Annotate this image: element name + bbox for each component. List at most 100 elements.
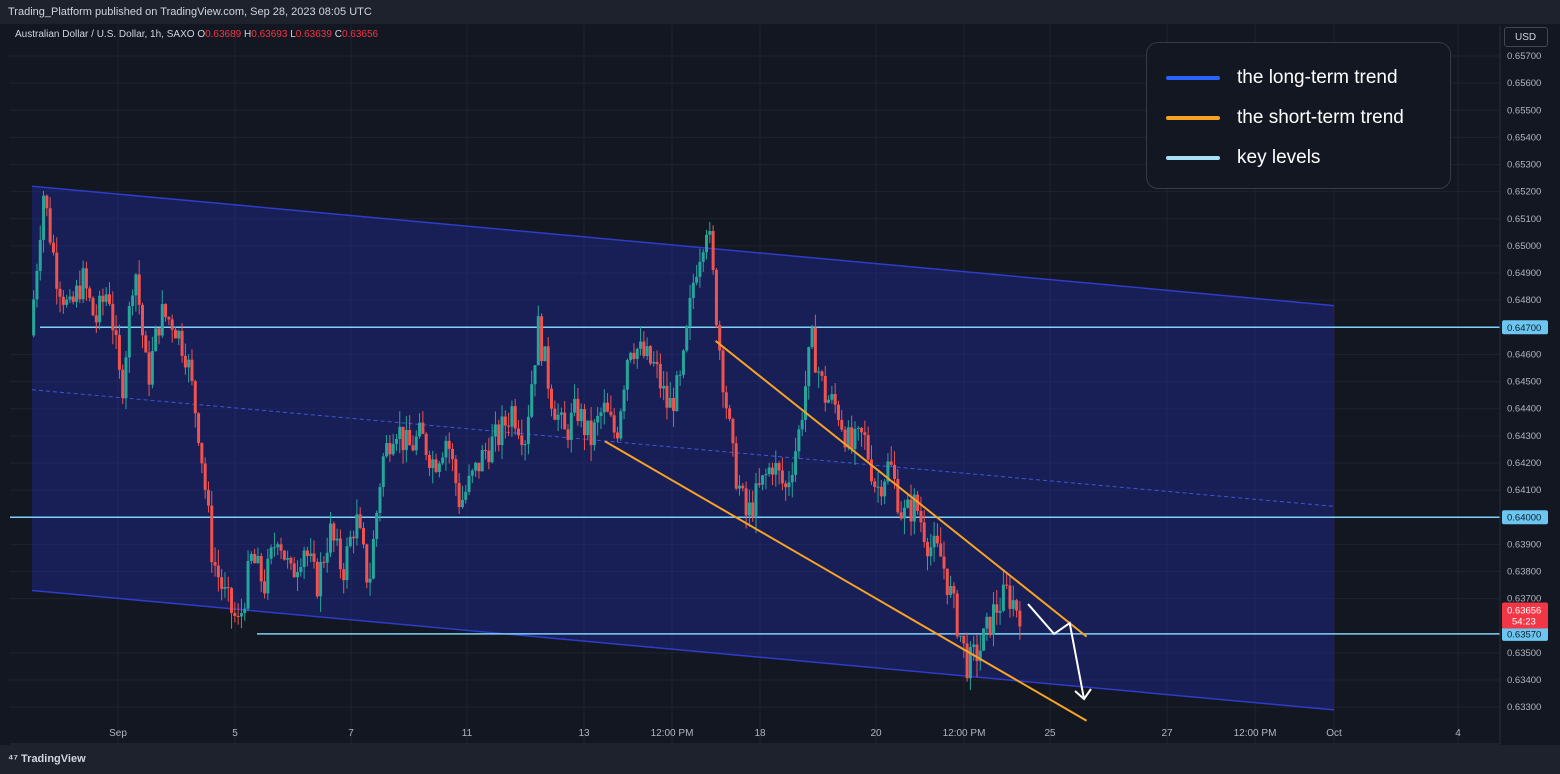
x-tick-label: 20 — [870, 728, 882, 739]
candle-body — [121, 369, 125, 398]
y-tick-label: 0.63900 — [1507, 539, 1541, 550]
candle-body — [404, 430, 408, 451]
key-level-label: 0.63570 — [1507, 629, 1541, 640]
candle-body — [418, 422, 422, 437]
candle-body — [945, 568, 949, 595]
legend-swatch-long-term — [1166, 76, 1220, 80]
candle-body — [213, 562, 217, 566]
candle-body — [774, 463, 778, 475]
candle-body — [200, 442, 204, 464]
candle-body — [754, 483, 758, 518]
footer: ⁴⁷ TradingView — [0, 745, 1560, 774]
candle-body — [780, 470, 784, 484]
x-tick-label: 5 — [232, 728, 238, 739]
candle-body — [385, 443, 389, 457]
candle-body — [484, 450, 488, 452]
candle-body — [935, 535, 939, 544]
y-tick-label: 0.63500 — [1507, 648, 1541, 659]
candle-body — [563, 412, 567, 430]
candle-body — [652, 361, 656, 364]
legend-item-short-term: the short-term trend — [1166, 106, 1446, 130]
candle-body — [381, 456, 385, 488]
candle-body — [790, 474, 794, 483]
currency-button[interactable]: USD — [1504, 27, 1548, 47]
candle-body — [256, 555, 260, 564]
candle-body — [949, 586, 953, 595]
candle-body — [493, 424, 497, 437]
candle-body — [223, 587, 227, 589]
candle-body — [744, 488, 748, 516]
candle-body — [863, 432, 867, 436]
x-tick-label: 13 — [578, 728, 590, 739]
y-tick-label: 0.65400 — [1507, 132, 1541, 143]
candle-body — [375, 513, 379, 540]
candle-body — [378, 487, 382, 514]
candle-body — [615, 432, 619, 439]
candle-body — [253, 553, 257, 564]
candle-body — [823, 375, 827, 403]
candle-body — [45, 195, 49, 209]
candle-body — [38, 239, 42, 271]
candle-body — [239, 613, 243, 617]
candle-body — [427, 454, 431, 468]
candle-body — [606, 402, 610, 412]
candle-body — [190, 359, 194, 382]
y-tick-label: 0.64800 — [1507, 295, 1541, 306]
candle-body — [365, 544, 369, 583]
candle-body — [477, 462, 481, 472]
candle-body — [35, 270, 39, 300]
candle-body — [65, 299, 69, 305]
candle-body — [487, 450, 491, 463]
candle-body — [114, 330, 118, 336]
candle-body — [523, 444, 527, 446]
candle-body — [968, 647, 972, 679]
candle-body — [408, 430, 412, 446]
candle-body — [770, 467, 774, 475]
candle-body — [701, 252, 705, 262]
y-tick-label: 0.64500 — [1507, 377, 1541, 388]
candle-body — [589, 420, 593, 446]
candle-body — [58, 288, 62, 297]
candle-body — [889, 461, 893, 465]
legend-swatch-short-term — [1166, 116, 1220, 120]
candle-body — [698, 261, 702, 277]
candle-body — [751, 502, 755, 518]
candle-body — [566, 429, 570, 440]
y-tick-label: 0.64100 — [1507, 485, 1541, 496]
candle-body — [784, 483, 788, 488]
candle-body — [361, 527, 365, 545]
candle-body — [61, 296, 65, 305]
candle-body — [695, 276, 699, 283]
low-value: 0.63639 — [295, 29, 332, 40]
tradingview-logo[interactable]: ⁴⁷ TradingView — [8, 753, 86, 765]
candle-body — [995, 604, 999, 613]
y-tick-label: 0.64900 — [1507, 268, 1541, 279]
candle-body — [675, 375, 679, 412]
candle-body — [556, 414, 560, 420]
x-tick-label: 18 — [754, 728, 766, 739]
candle-body — [467, 475, 471, 492]
candle-body — [325, 552, 329, 563]
candle-body — [507, 425, 511, 427]
y-tick-label: 0.65300 — [1507, 160, 1541, 171]
candle-body — [761, 475, 765, 485]
candle-body — [639, 341, 643, 349]
candle-body — [322, 561, 326, 563]
key-level-badge — [1502, 626, 1548, 641]
candle-body — [813, 327, 817, 373]
x-tick-label: 4 — [1455, 728, 1461, 739]
y-tick-label: 0.65700 — [1507, 51, 1541, 62]
candle-body — [246, 560, 250, 609]
high-value: 0.63693 — [251, 29, 288, 40]
candle-body — [131, 295, 135, 307]
candle-body — [919, 510, 923, 523]
candle-body — [800, 419, 804, 430]
candle-body — [820, 371, 824, 376]
candle-body — [345, 546, 349, 581]
candle-body — [965, 643, 969, 679]
candle-body — [622, 389, 626, 412]
candle-body — [160, 304, 164, 336]
candle-body — [909, 499, 913, 522]
candle-body — [810, 327, 814, 348]
candle-body — [157, 328, 161, 336]
